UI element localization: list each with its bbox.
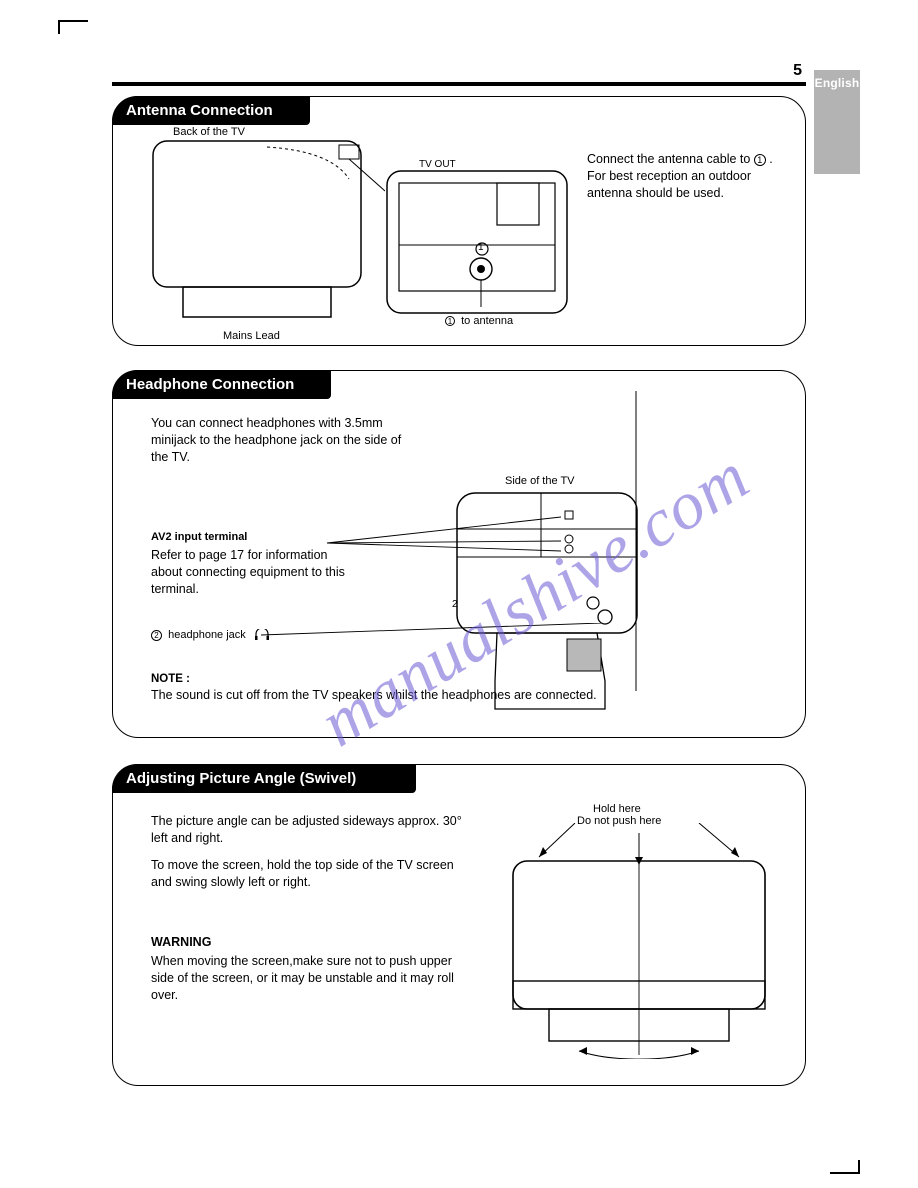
warning-body: When moving the screen,make sure not to … [151,953,471,1004]
headphone-body: You can connect headphones with 3.5mm mi… [151,415,421,466]
tv-front-diagram [509,823,779,1059]
antenna-inset-diagram [385,169,569,315]
section-swivel-title: Adjusting Picture Angle (Swivel) [112,764,416,793]
socket-number: 1 [478,242,484,253]
antenna-body: Connect the antenna cable to 1 . For bes… [587,151,787,202]
hp-divider [635,391,641,691]
crop-mark-tl-v [58,20,60,34]
hp-number: 2 [452,599,458,610]
section-headphone-title: Headphone Connection [112,370,331,399]
tv-back-diagram [149,139,385,329]
hp-jack-label: 2 headphone jack [151,629,269,641]
crop-mark-br-v [858,1160,860,1174]
section-swivel: Adjusting Picture Angle (Swivel) The pic… [112,764,806,1086]
language-tab: English [814,70,860,174]
tv-out-label: TV OUT [419,159,456,170]
push-label: Do not push here [577,815,661,827]
crop-mark-tl-h [58,20,88,22]
swivel-para1: The picture angle can be adjusted sidewa… [151,813,471,847]
language-tab-label: English [814,70,860,90]
section-antenna: Antenna Connection Back of the TV Mains … [112,96,806,346]
section-antenna-title: Antenna Connection [112,96,310,125]
back-of-tv-label: Back of the TV [173,125,245,140]
hold-here-label: Hold here [593,803,641,815]
swivel-para2: To move the screen, hold the top side of… [151,857,471,891]
av2-label: AV2 input terminal [151,531,247,543]
side-of-tv-label: Side of the TV [505,475,575,487]
mains-lead-label: Mains Lead [223,329,280,344]
header-rule [112,82,806,86]
av2-body: Refer to page 17 for information about c… [151,547,351,598]
warning-title: WARNING [151,935,211,949]
to-antenna-label: 1 to antenna [445,315,513,327]
note-body: The sound is cut off from the TV speaker… [151,687,631,704]
section-headphone: Headphone Connection You can connect hea… [112,370,806,738]
crop-mark-br-h [830,1172,860,1174]
hp-leader [261,623,601,641]
page-number: 5 [793,62,802,80]
note-title: NOTE : [151,673,190,685]
